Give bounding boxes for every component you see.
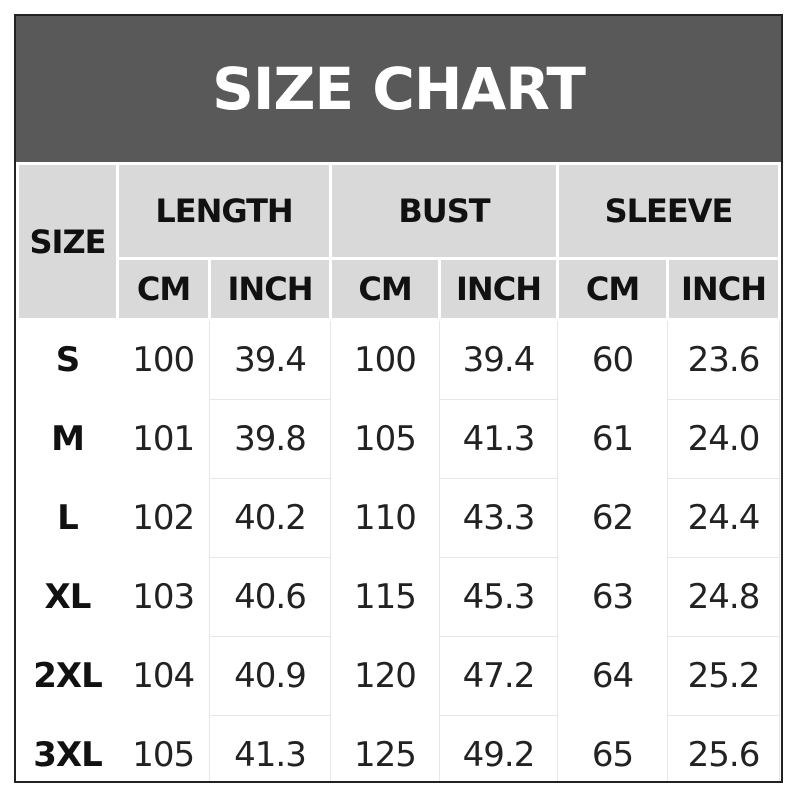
size-cell: S: [55, 340, 81, 381]
header-length: LENGTH: [116, 162, 332, 260]
length-cm-cell: 101: [132, 419, 195, 459]
bust-inch-cell: 45.3: [439, 557, 558, 637]
length-inch-cell: 39.4: [209, 319, 331, 400]
bust-inch-cell: 47.2: [439, 636, 558, 716]
header-sleeve: SLEEVE: [556, 162, 781, 260]
length-cm-cell: 103: [132, 577, 195, 617]
size-cell: M: [51, 419, 85, 459]
length-inch-cell: 39.8: [209, 399, 331, 479]
table-row: 3XL 105 41.3 125 49.2 65 25.6: [18, 715, 780, 781]
header-length-cm: CM: [116, 257, 211, 321]
sleeve-inch-cell: 23.6: [667, 319, 780, 400]
chart-title: SIZE CHART: [16, 16, 781, 162]
length-inch-cell: 41.3: [209, 715, 331, 781]
header-bust-cm: CM: [329, 257, 441, 321]
length-inch-cell: 40.2: [209, 478, 331, 558]
length-cm-cell: 105: [132, 735, 195, 775]
length-cm-cell: 104: [132, 656, 195, 696]
size-cell: L: [57, 498, 79, 538]
bust-cm-cell: 125: [354, 735, 417, 775]
size-table: SIZE LENGTH BUST SLEEVE CM INCH CM INCH …: [16, 162, 781, 781]
bust-cm-cell: 110: [354, 498, 417, 538]
bust-cm-cell: 115: [354, 577, 417, 617]
sleeve-inch-cell: 25.2: [667, 636, 780, 716]
sleeve-inch-cell: 24.4: [667, 478, 780, 558]
header-bust: BUST: [329, 162, 559, 260]
table-row: M 101 39.8 105 41.3 61 24.0: [18, 399, 780, 479]
sleeve-cm-cell: 60: [591, 340, 634, 381]
table-row: 2XL 104 40.9 120 47.2 64 25.2: [18, 636, 780, 716]
sleeve-inch-cell: 24.8: [667, 557, 780, 637]
bust-cm-cell: 120: [354, 656, 417, 696]
bust-cm-cell: 100: [354, 340, 417, 381]
table-row: S 100 39.4 100 39.4 60 23.6: [18, 319, 780, 400]
header-sleeve-cm: CM: [556, 257, 669, 321]
header-sleeve-inch: INCH: [666, 257, 781, 321]
table-row: XL 103 40.6 115 45.3 63 24.8: [18, 557, 780, 637]
bust-inch-cell: 43.3: [439, 478, 558, 558]
length-cm-cell: 102: [132, 498, 195, 538]
sleeve-inch-cell: 25.6: [667, 715, 780, 781]
bust-cm-cell: 105: [354, 419, 417, 459]
length-cm-cell: 100: [132, 340, 195, 381]
size-cell: 2XL: [33, 656, 103, 696]
table-row: L 102 40.2 110 43.3 62 24.4: [18, 478, 780, 558]
header-length-inch: INCH: [208, 257, 332, 321]
size-cell: 3XL: [33, 735, 103, 775]
header-size: SIZE: [16, 162, 119, 321]
size-cell: XL: [44, 577, 92, 617]
size-chart: SIZE CHART SIZE LENGTH BUST SLEEVE CM IN…: [14, 14, 783, 783]
length-inch-cell: 40.9: [209, 636, 331, 716]
bust-inch-cell: 49.2: [439, 715, 558, 781]
length-inch-cell: 40.6: [209, 557, 331, 637]
bust-inch-cell: 41.3: [439, 399, 558, 479]
sleeve-cm-cell: 63: [591, 577, 634, 617]
sleeve-cm-cell: 64: [591, 656, 634, 696]
bust-inch-cell: 39.4: [439, 319, 558, 400]
sleeve-inch-cell: 24.0: [667, 399, 780, 479]
sleeve-cm-cell: 61: [591, 419, 634, 459]
sleeve-cm-cell: 62: [591, 498, 634, 538]
header-bust-inch: INCH: [438, 257, 559, 321]
sleeve-cm-cell: 65: [591, 735, 634, 775]
